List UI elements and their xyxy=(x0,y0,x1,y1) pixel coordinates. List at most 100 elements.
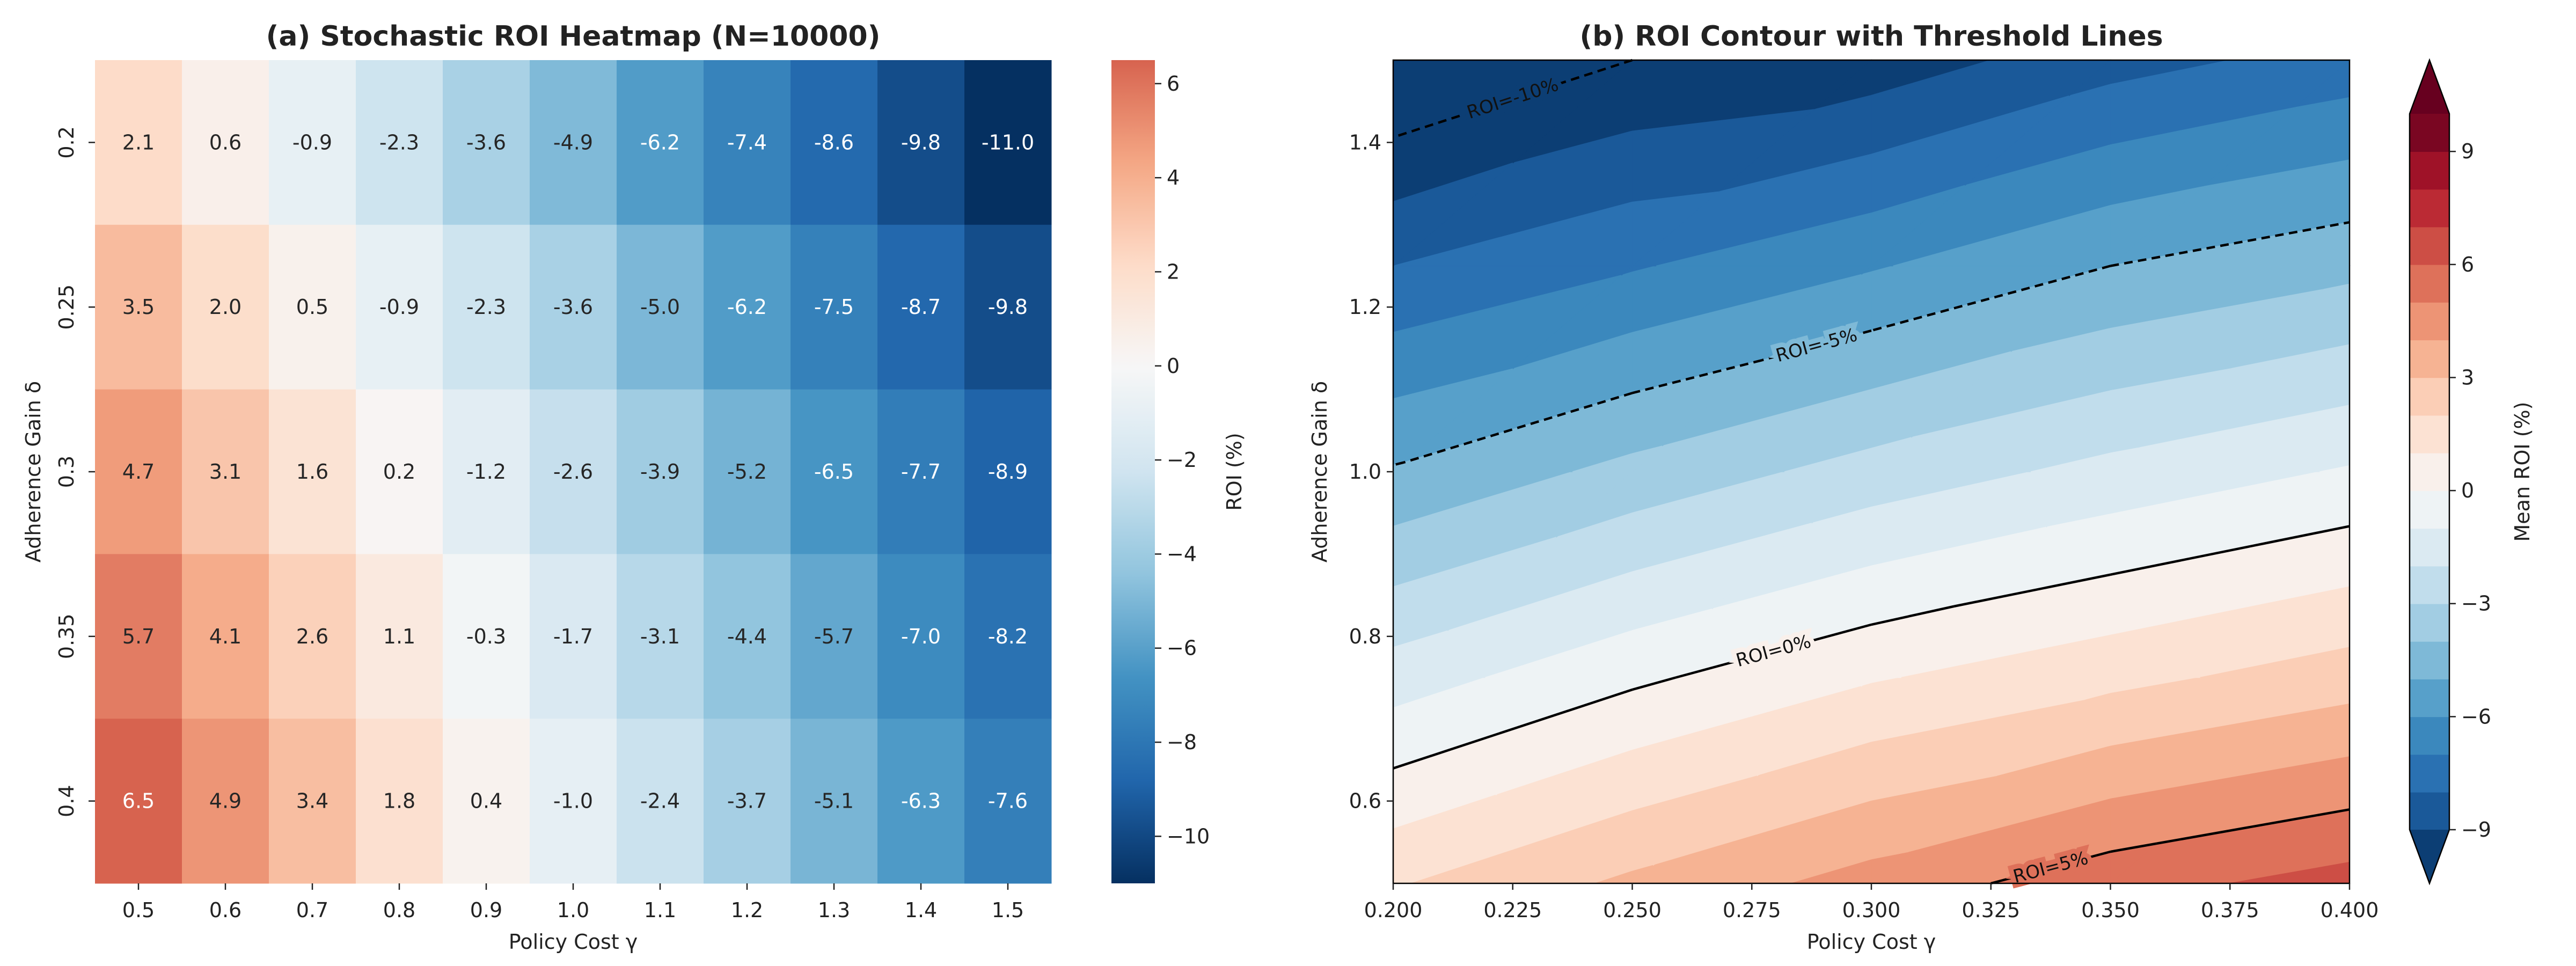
colorbar-tick-label: −8 xyxy=(1167,730,1197,754)
cell-label: -11.0 xyxy=(982,130,1034,154)
threshold-line xyxy=(1393,696,1610,770)
heatmap-cell xyxy=(443,554,530,719)
colorbar-band xyxy=(2410,264,2449,303)
cell-label: 3.1 xyxy=(209,460,241,484)
heatmap-cell xyxy=(617,719,704,884)
cell-label: -3.1 xyxy=(640,625,680,648)
x-tick-label: 1.2 xyxy=(731,898,763,922)
cell-label: 6.5 xyxy=(122,789,155,813)
threshold-line xyxy=(1871,605,1955,626)
chart-title: (b) ROI Contour with Threshold Lines xyxy=(1579,20,2163,53)
contour-band xyxy=(1871,185,1965,267)
cell-label: 2.0 xyxy=(209,295,241,319)
cell-label: -2.3 xyxy=(466,295,506,319)
colorbar-tick-label: 9 xyxy=(2461,140,2474,163)
cell-label: -6.2 xyxy=(727,295,767,319)
cell-label: -0.9 xyxy=(379,295,419,319)
x-tick-label: 1.1 xyxy=(644,898,676,922)
cell-label: -3.9 xyxy=(640,460,680,484)
heatmap-cell xyxy=(877,554,965,719)
x-tick-label: 0.9 xyxy=(470,898,502,922)
colorbar-band xyxy=(2410,114,2449,152)
heatmap-cell xyxy=(877,719,965,884)
x-tick-label: 0.275 xyxy=(1723,898,1781,922)
colorbar-band xyxy=(2410,377,2449,416)
colorbar-tick-label: 0 xyxy=(1167,354,1180,378)
cell-label: 3.5 xyxy=(122,295,155,319)
heatmap-cell xyxy=(964,224,1052,390)
y-tick-label: 0.25 xyxy=(55,284,78,330)
heatmap-cell xyxy=(443,60,530,225)
heatmap-cell xyxy=(356,60,443,225)
contour-band xyxy=(1631,865,1653,884)
x-tick-label: 0.400 xyxy=(2321,898,2379,922)
cell-label: -9.8 xyxy=(988,295,1028,319)
x-tick-label: 0.7 xyxy=(296,898,328,922)
heatmap-cell xyxy=(617,60,704,225)
chart-title: (a) Stochastic ROI Heatmap (N=10000) xyxy=(266,20,881,53)
heatmap-cell xyxy=(877,389,965,554)
heatmap-cell xyxy=(356,224,443,390)
heatmap-cell xyxy=(791,554,878,719)
y-tick-label: 1.0 xyxy=(1349,460,1381,484)
cell-label: -2.6 xyxy=(553,460,593,484)
heatmap-cell xyxy=(617,224,704,390)
threshold-line xyxy=(2110,221,2350,267)
contour-band xyxy=(2110,621,2177,679)
heatmap-cell xyxy=(791,389,878,554)
heatmap-cell xyxy=(182,719,269,884)
cell-label: -7.7 xyxy=(901,460,941,484)
cell-label: -6.3 xyxy=(901,789,941,813)
cell-label: -6.2 xyxy=(640,130,680,154)
cell-label: 1.1 xyxy=(383,625,415,648)
threshold-line xyxy=(2156,808,2350,845)
contour-band xyxy=(1871,437,1912,473)
heatmap-cell xyxy=(269,554,356,719)
colorbar-tick-label: −4 xyxy=(1167,542,1197,566)
threshold-line xyxy=(1990,850,2111,885)
cell-label: -9.8 xyxy=(901,130,941,154)
cell-label: 1.8 xyxy=(383,789,415,813)
heatmap-cell xyxy=(877,60,965,225)
y-tick-label: 0.4 xyxy=(55,785,78,817)
x-axis-label: Policy Cost γ xyxy=(509,930,638,954)
cell-label: -8.9 xyxy=(988,460,1028,484)
cell-label: -2.4 xyxy=(640,789,680,813)
x-tick-label: 0.225 xyxy=(1483,898,1542,922)
cell-label: -1.2 xyxy=(466,460,506,484)
colorbar-band xyxy=(2410,491,2449,529)
y-tick-label: 0.35 xyxy=(55,613,78,659)
contour-band xyxy=(2110,447,2140,473)
cell-label: -1.0 xyxy=(553,789,593,813)
colorbar-band xyxy=(2410,528,2449,567)
heatmap-cell xyxy=(791,224,878,390)
cell-label: 2.1 xyxy=(122,130,155,154)
cell-label: -3.6 xyxy=(553,295,593,319)
heatmap-cell xyxy=(182,554,269,719)
x-tick-label: 0.8 xyxy=(383,898,415,922)
x-tick-label: 1.3 xyxy=(818,898,850,922)
heatmap-cell xyxy=(182,389,269,554)
threshold-line xyxy=(2266,525,2350,544)
x-tick-label: 0.5 xyxy=(122,898,155,922)
cell-label: 0.6 xyxy=(209,130,241,154)
heatmap-cell xyxy=(964,60,1052,225)
heatmap-cell xyxy=(356,719,443,884)
heatmap-cell xyxy=(95,60,182,225)
cell-label: -0.9 xyxy=(292,130,332,154)
cell-label: -8.6 xyxy=(814,130,854,154)
colorbar-extend xyxy=(2410,60,2449,114)
heatmap-cell xyxy=(95,554,182,719)
heatmap-cell xyxy=(964,389,1052,554)
heatmap-cell xyxy=(964,719,1052,884)
contour-band xyxy=(1631,608,1713,679)
colorbar-tick-label: −9 xyxy=(2461,818,2491,841)
x-tick-label: 1.5 xyxy=(992,898,1024,922)
cell-label: -2.3 xyxy=(379,130,419,154)
threshold-line xyxy=(1609,688,1633,699)
contour-fill xyxy=(1392,59,2351,884)
colorbar-tick-label: −2 xyxy=(1167,448,1197,472)
y-tick-label: 0.8 xyxy=(1349,625,1381,648)
heatmap-cell xyxy=(964,554,1052,719)
heatmap-cell xyxy=(269,60,356,225)
